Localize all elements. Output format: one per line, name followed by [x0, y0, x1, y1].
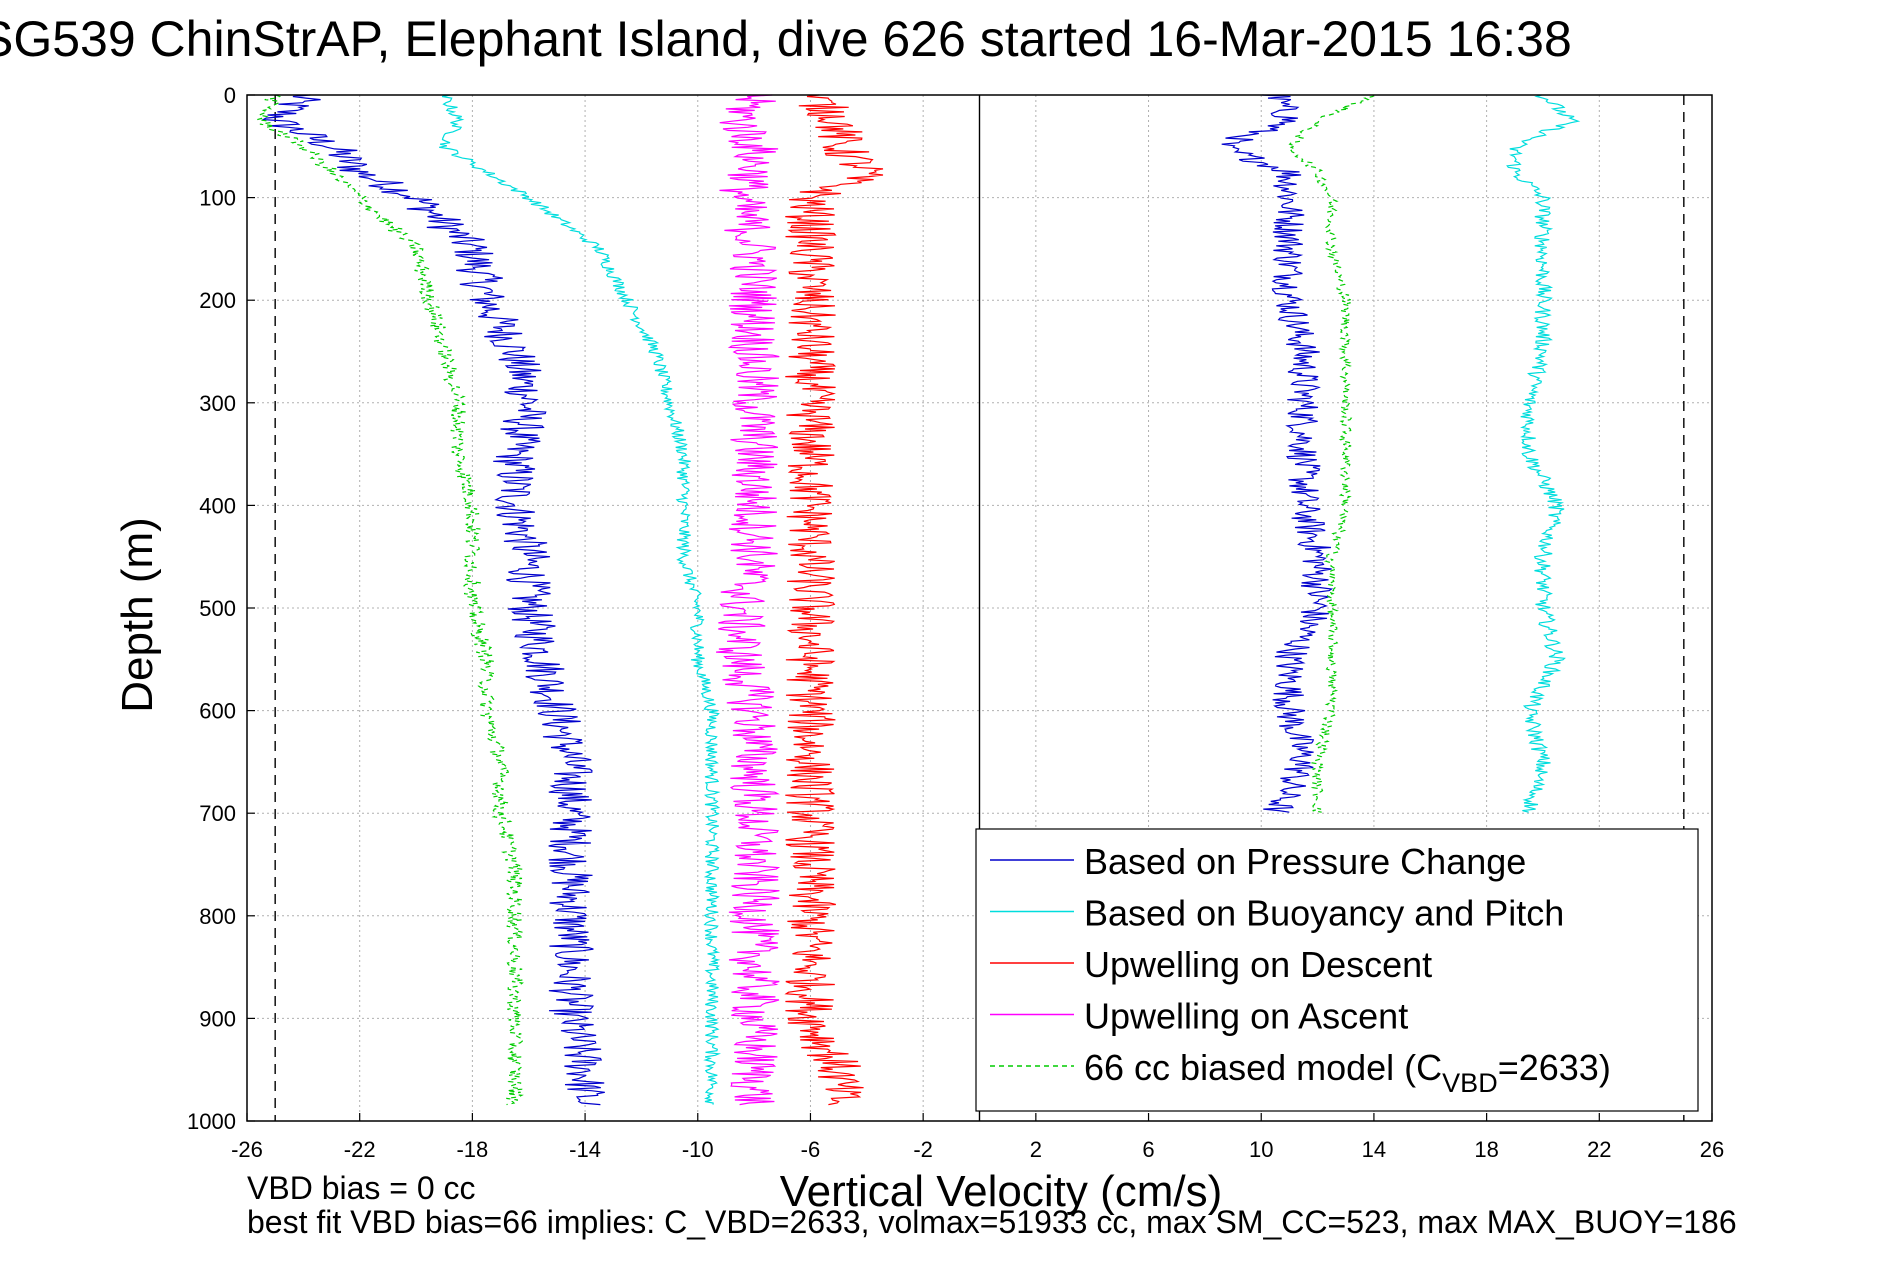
- x-tick-label: -18: [456, 1137, 488, 1162]
- y-tick-label: 300: [199, 391, 236, 416]
- legend-label: Based on Pressure Change: [1084, 841, 1526, 882]
- vbd-bias-note: VBD bias = 0 cc: [247, 1170, 476, 1206]
- x-tick-label: 18: [1474, 1137, 1498, 1162]
- series-line: [1288, 94, 1375, 813]
- series-line: [784, 94, 884, 1106]
- series-line: [716, 94, 781, 1106]
- legend-label: Based on Buoyancy and Pitch: [1084, 893, 1564, 934]
- series-line: [261, 94, 605, 1106]
- legend-box: [975, 828, 1699, 1112]
- y-tick-label: 100: [199, 186, 236, 211]
- x-tick-label: 10: [1249, 1137, 1273, 1162]
- y-tick-label: 600: [199, 699, 236, 724]
- x-tick-label: 6: [1142, 1137, 1154, 1162]
- y-tick-label: 1000: [187, 1109, 236, 1134]
- legend: Based on Pressure Change Based on Buoyanc…: [975, 828, 1699, 1112]
- chart-title: SG539 ChinStrAP, Elephant Island, dive 6…: [0, 11, 1572, 67]
- x-tick-label: -14: [569, 1137, 601, 1162]
- series-line: [256, 94, 524, 1106]
- legend-label: Upwelling on Ascent: [1084, 996, 1408, 1037]
- legend-label: Upwelling on Descent: [1084, 944, 1432, 985]
- y-axis-ticks: 0 100 200 300 400 500 600 700 800 900 1000: [187, 83, 255, 1134]
- x-axis-label: Vertical Velocity (cm/s): [780, 1167, 1223, 1216]
- series-line: [439, 94, 722, 1105]
- x-tick-label: -6: [801, 1137, 821, 1162]
- x-tick-label: -10: [682, 1137, 714, 1162]
- x-tick-label: -2: [913, 1137, 933, 1162]
- x-tick-label: 14: [1362, 1137, 1386, 1162]
- y-tick-label: 900: [199, 1006, 236, 1031]
- x-tick-label: 2: [1030, 1137, 1042, 1162]
- x-tick-label: 22: [1587, 1137, 1611, 1162]
- y-tick-label: 700: [199, 801, 236, 826]
- y-tick-label: 800: [199, 904, 236, 929]
- data-series: [256, 94, 1581, 1106]
- y-tick-label: 400: [199, 493, 236, 518]
- series-line: [1506, 94, 1581, 813]
- best-fit-note: best fit VBD bias=66 implies: C_VBD=2633…: [247, 1204, 1737, 1240]
- series-line: [1221, 94, 1334, 813]
- y-tick-label: 0: [224, 83, 236, 108]
- y-tick-label: 200: [199, 288, 236, 313]
- x-axis-ticks: -26 -22 -18 -14 -10 -6 -2 2 6 10 14 18 22 26: [231, 1113, 1724, 1162]
- y-axis-label: Depth (m): [113, 517, 162, 713]
- x-tick-label: 26: [1700, 1137, 1724, 1162]
- x-tick-label: -22: [344, 1137, 376, 1162]
- y-tick-label: 500: [199, 596, 236, 621]
- x-tick-label: -26: [231, 1137, 263, 1162]
